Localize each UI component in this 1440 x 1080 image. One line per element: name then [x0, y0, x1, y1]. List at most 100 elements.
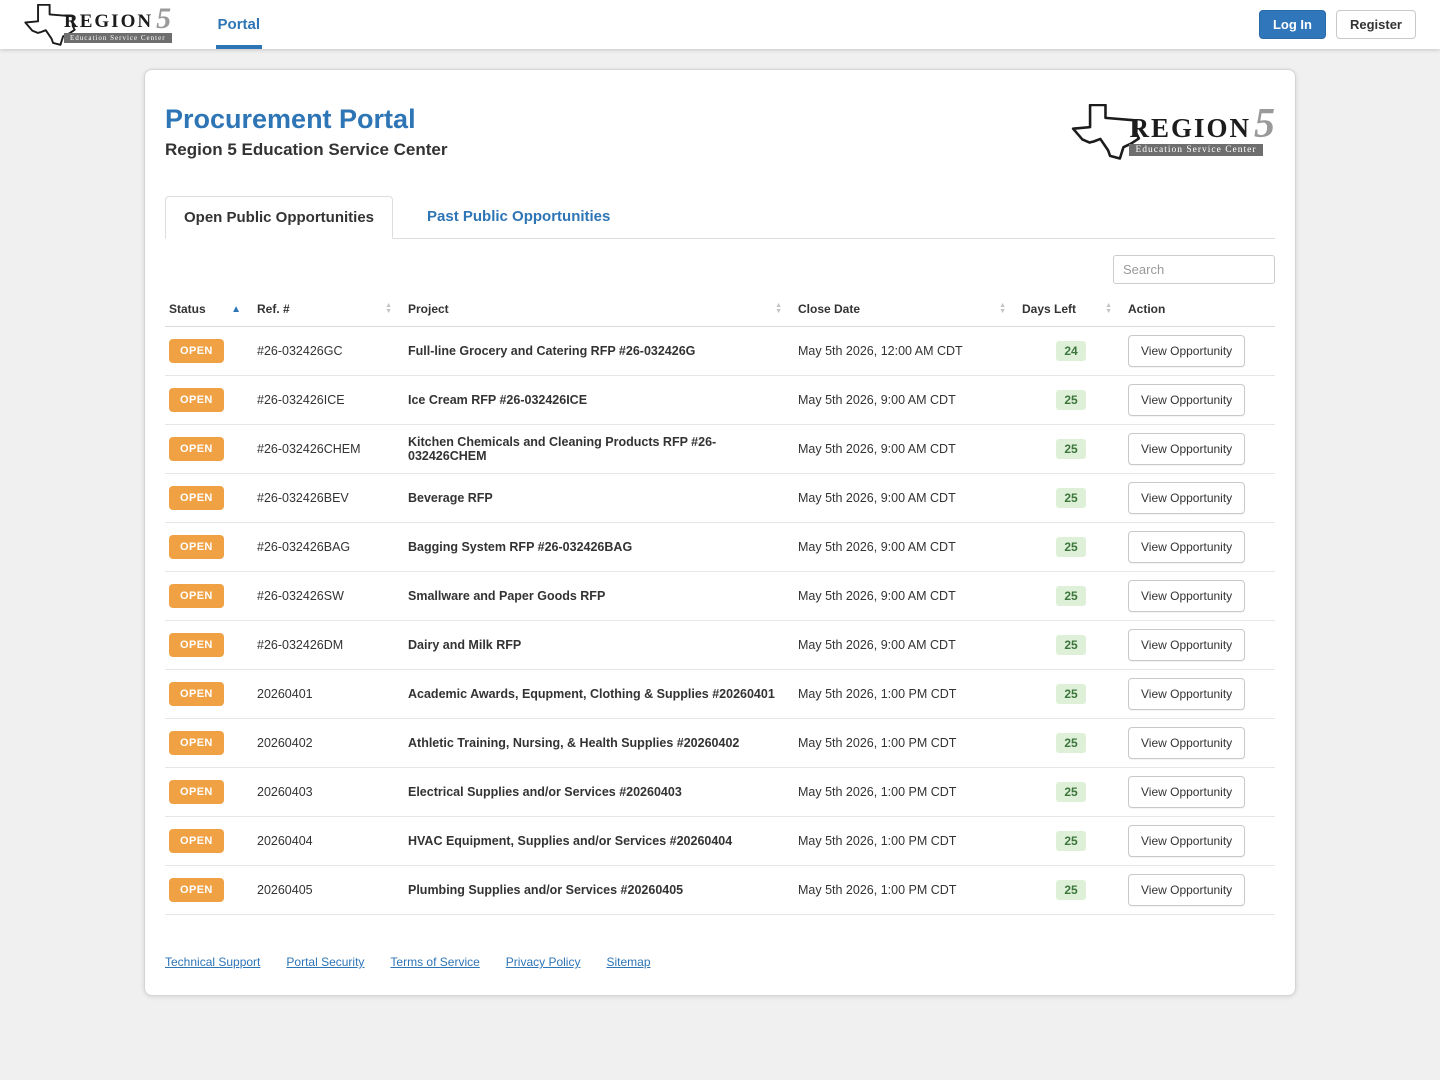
view-opportunity-button[interactable]: View Opportunity [1128, 629, 1246, 661]
search-input[interactable] [1113, 255, 1275, 284]
status-badge: OPEN [169, 437, 224, 461]
status-badge: OPEN [169, 388, 224, 412]
table-header-row: Status ▲▼ Ref. # ▲▼ Project ▲▼ Close Dat… [165, 294, 1275, 327]
view-opportunity-button[interactable]: View Opportunity [1128, 580, 1246, 612]
brand-text: REGION 5 Education Service Center [1129, 103, 1275, 156]
brand-region-label: REGION [64, 10, 154, 32]
portal-active-indicator [215, 45, 263, 49]
project-cell: Smallware and Paper Goods RFP [404, 571, 794, 621]
action-cell: View Opportunity [1124, 620, 1275, 670]
view-opportunity-button[interactable]: View Opportunity [1128, 482, 1246, 514]
status-cell: OPEN [165, 767, 253, 817]
view-opportunity-button[interactable]: View Opportunity [1128, 678, 1246, 710]
project-cell: Plumbing Supplies and/or Services #20260… [404, 865, 794, 915]
status-badge: OPEN [169, 584, 224, 608]
days-left-badge: 25 [1056, 684, 1086, 704]
column-header[interactable]: Project ▲ ▼ [404, 294, 794, 327]
table-row: OPEN 20260403 Electrical Supplies and/or… [165, 767, 1275, 817]
project-cell: Dairy and Milk RFP [404, 620, 794, 670]
days-left-badge: 25 [1056, 831, 1086, 851]
status-cell: OPEN [165, 424, 253, 474]
action-cell: View Opportunity [1124, 522, 1275, 572]
column-header[interactable]: Close Date ▲ ▼ [794, 294, 1018, 327]
days-left-cell: 25 [1018, 522, 1124, 572]
days-left-badge: 25 [1056, 439, 1086, 459]
view-opportunity-button[interactable]: View Opportunity [1128, 433, 1246, 465]
footer-link[interactable]: Privacy Policy [505, 955, 581, 969]
project-cell: Beverage RFP [404, 473, 794, 523]
status-badge: OPEN [169, 878, 224, 902]
ref-cell: #26-032426DM [253, 620, 404, 670]
table-row: OPEN 20260405 Plumbing Supplies and/or S… [165, 865, 1275, 915]
login-button[interactable]: Log In [1258, 10, 1326, 39]
days-left-cell: 25 [1018, 767, 1124, 817]
days-left-cell: 24 [1018, 326, 1124, 376]
column-label: Status [169, 302, 206, 316]
navbar-brand-logo[interactable]: REGION 5 Education Service Center [24, 0, 172, 49]
status-badge: OPEN [169, 829, 224, 853]
footer-link[interactable]: Sitemap [606, 955, 651, 969]
status-badge: OPEN [169, 339, 224, 363]
project-cell: Full-line Grocery and Catering RFP #26-0… [404, 326, 794, 376]
days-left-badge: 25 [1056, 880, 1086, 900]
navbar-actions: Log In Register [1258, 0, 1416, 49]
column-header[interactable]: Ref. # ▲ ▼ [253, 294, 404, 327]
status-cell: OPEN [165, 326, 253, 376]
nav-portal-link[interactable]: Portal [215, 0, 263, 49]
column-header[interactable]: Days Left ▲ ▼ [1018, 294, 1124, 327]
sort-arrows-icon: ▲▼ [231, 303, 241, 315]
status-badge: OPEN [169, 486, 224, 510]
tab-past-public-opportunities[interactable]: Past Public Opportunities [427, 208, 611, 225]
column-header[interactable]: Action [1124, 294, 1275, 327]
footer-link[interactable]: Terms of Service [390, 955, 480, 969]
view-opportunity-button[interactable]: View Opportunity [1128, 727, 1246, 759]
close-date-cell: May 5th 2026, 9:00 AM CDT [794, 571, 1018, 621]
close-date-cell: May 5th 2026, 9:00 AM CDT [794, 375, 1018, 425]
ref-cell: #26-032426CHEM [253, 424, 404, 474]
project-cell: Bagging System RFP #26-032426BAG [404, 522, 794, 572]
view-opportunity-button[interactable]: View Opportunity [1128, 874, 1246, 906]
table-row: OPEN #26-032426DM Dairy and Milk RFP May… [165, 620, 1275, 670]
ref-cell: #26-032426GC [253, 326, 404, 376]
view-opportunity-button[interactable]: View Opportunity [1128, 531, 1246, 563]
table-row: OPEN #26-032426BEV Beverage RFP May 5th … [165, 473, 1275, 523]
view-opportunity-button[interactable]: View Opportunity [1128, 384, 1246, 416]
close-date-cell: May 5th 2026, 9:00 AM CDT [794, 424, 1018, 474]
column-label: Days Left [1022, 302, 1077, 316]
ref-cell: 20260403 [253, 767, 404, 817]
tab-open-public-opportunities[interactable]: Open Public Opportunities [165, 196, 394, 239]
register-button[interactable]: Register [1335, 10, 1416, 39]
days-left-cell: 25 [1018, 865, 1124, 915]
view-opportunity-button[interactable]: View Opportunity [1128, 825, 1246, 857]
brand-text: REGION 5 Education Service Center [64, 3, 172, 43]
footer-link[interactable]: Portal Security [286, 955, 365, 969]
days-left-badge: 25 [1056, 586, 1086, 606]
sort-arrows-icon: ▲▼ [385, 302, 392, 315]
close-date-cell: May 5th 2026, 1:00 PM CDT [794, 816, 1018, 866]
opportunities-tabs: Open Public Opportunities Past Public Op… [165, 196, 1275, 239]
view-opportunity-button[interactable]: View Opportunity [1128, 335, 1246, 367]
action-cell: View Opportunity [1124, 718, 1275, 768]
search-row [165, 255, 1275, 284]
project-cell: HVAC Equipment, Supplies and/or Services… [404, 816, 794, 866]
days-left-badge: 25 [1056, 782, 1086, 802]
status-badge: OPEN [169, 535, 224, 559]
column-label: Project [408, 302, 449, 316]
view-opportunity-button[interactable]: View Opportunity [1128, 776, 1246, 808]
card-header-text: Procurement Portal Region 5 Education Se… [165, 104, 447, 160]
sort-arrows-icon: ▲▼ [999, 302, 1006, 315]
column-header[interactable]: Status ▲▼ [165, 294, 253, 327]
brand-region-label: REGION [1129, 112, 1251, 143]
status-badge: OPEN [169, 731, 224, 755]
footer-links: Technical Support Portal Security Terms of… [165, 955, 1275, 969]
brand-tagline: Education Service Center [1129, 143, 1263, 156]
days-left-cell: 25 [1018, 816, 1124, 866]
footer-link[interactable]: Technical Support [165, 955, 261, 969]
ref-cell: #26-032426SW [253, 571, 404, 621]
days-left-badge: 24 [1056, 341, 1086, 361]
days-left-cell: 25 [1018, 424, 1124, 474]
days-left-badge: 25 [1056, 390, 1086, 410]
project-cell: Academic Awards, Equpment, Clothing & Su… [404, 669, 794, 719]
status-badge: OPEN [169, 682, 224, 706]
close-date-cell: May 5th 2026, 1:00 PM CDT [794, 865, 1018, 915]
